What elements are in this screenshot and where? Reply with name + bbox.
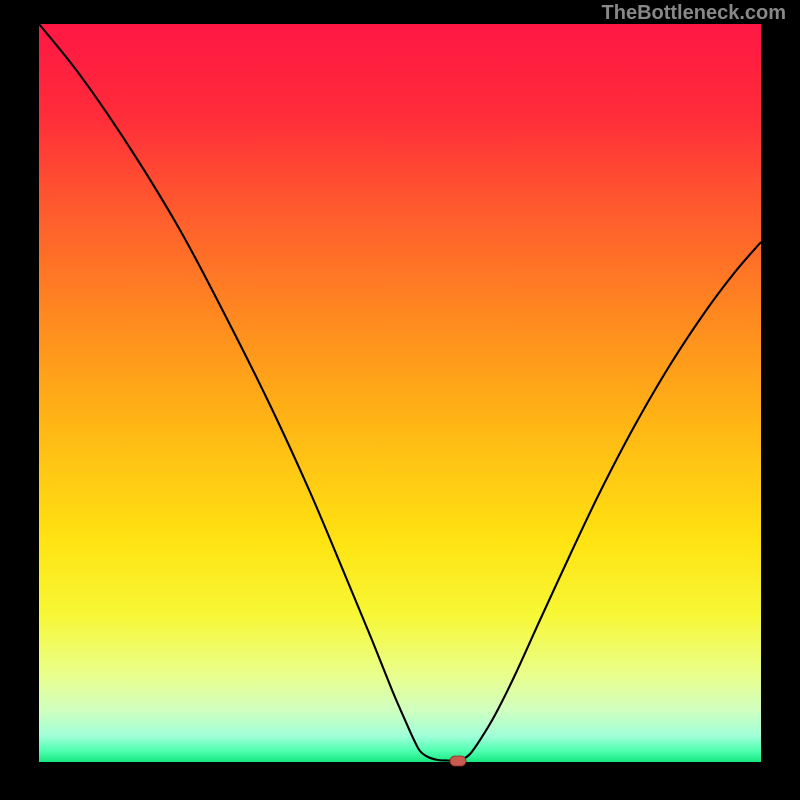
bottleneck-chart — [0, 0, 800, 800]
optimal-marker — [450, 756, 466, 766]
chart-container: TheBottleneck.com — [0, 0, 800, 800]
watermark-text: TheBottleneck.com — [602, 0, 786, 26]
